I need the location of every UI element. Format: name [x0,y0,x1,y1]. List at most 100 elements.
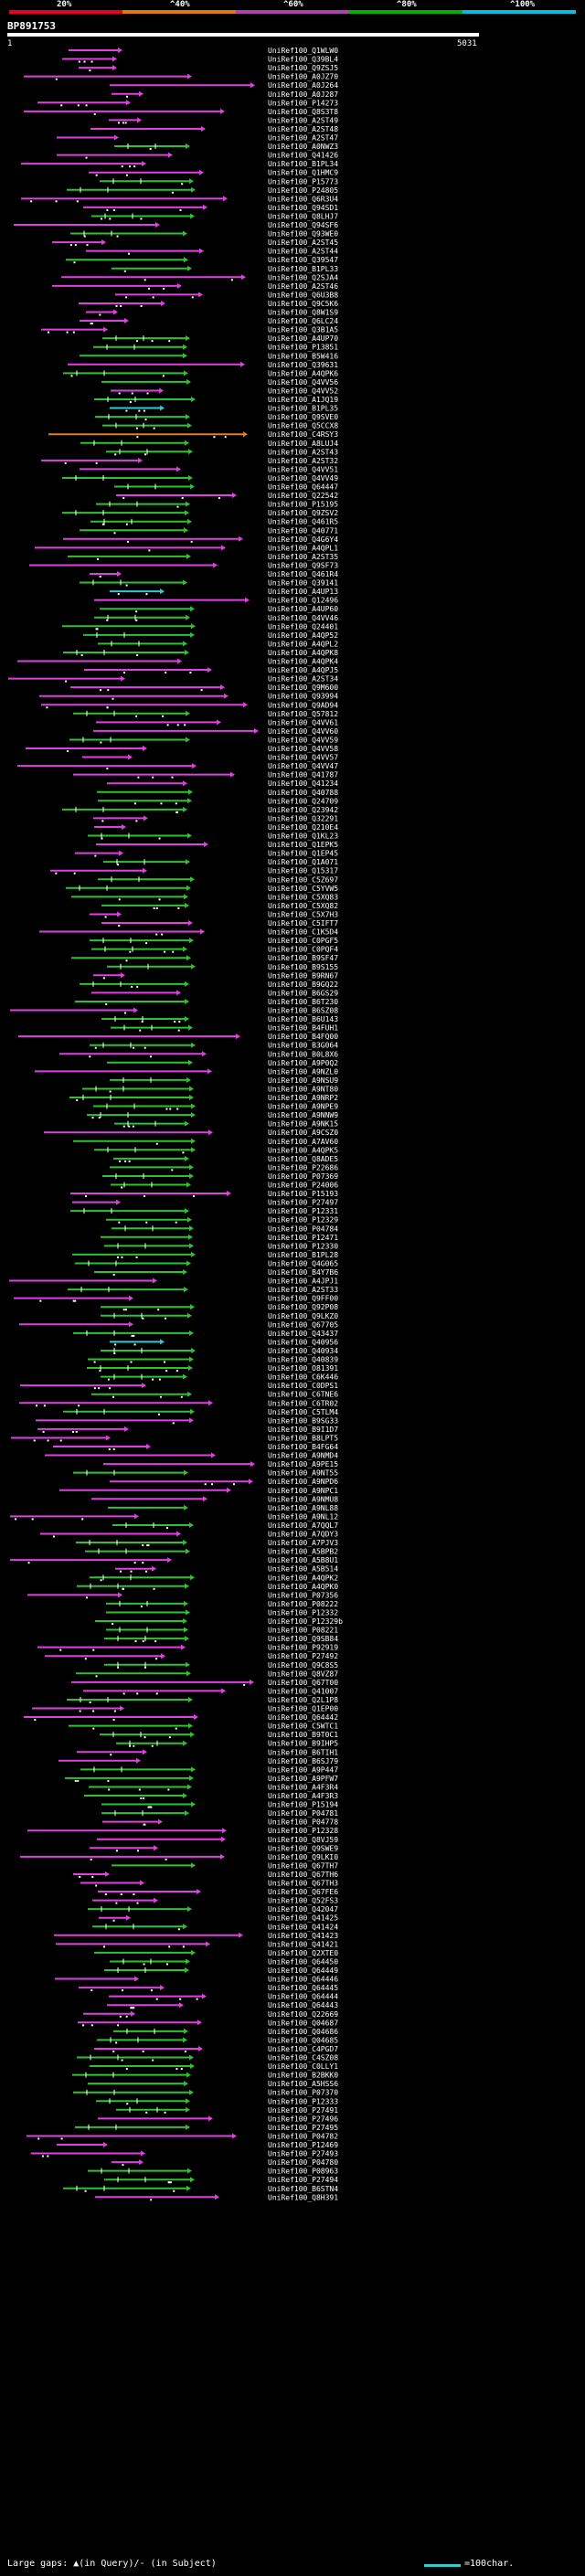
hit-label[interactable]: UniRef100_Q15317 [268,867,338,875]
hit-label[interactable]: UniRef100_Q52FS3 [268,1897,338,1905]
hit-row[interactable]: UniRef100_A2ST44 [86,248,338,256]
hit-row[interactable]: UniRef100_Q6LC24 [80,317,338,325]
hit-row[interactable]: UniRef100_A1JQ19 [94,396,338,404]
hit-label[interactable]: UniRef100_Q39141 [268,579,338,588]
hit-label[interactable]: UniRef100_A2ST32 [268,457,338,465]
hit-row[interactable]: UniRef100_P14273 [37,99,338,107]
hit-label[interactable]: UniRef100_Q3B1A5 [268,326,338,334]
hit-label[interactable]: UniRef100_A4QPK5 [268,1146,338,1154]
hit-label[interactable]: UniRef100_Q4VV56 [268,378,338,387]
hit-label[interactable]: UniRef100_B9RN67 [268,971,338,980]
hit-row[interactable]: UniRef100_P04781 [101,1809,338,1818]
hit-row[interactable]: UniRef100_Q4VV52 [111,387,338,395]
hit-row[interactable]: UniRef100_A9CSZ0 [44,1129,338,1137]
hit-row[interactable]: UniRef100_Q8H391 [95,2193,338,2201]
hit-label[interactable]: UniRef100_C1K5D4 [268,928,338,937]
hit-row[interactable]: UniRef100_Q9C8S5 [104,1661,338,1670]
hit-row[interactable]: UniRef100_Q94SD1 [83,204,338,212]
hit-label[interactable]: UniRef100_P12332 [268,1608,338,1617]
hit-row[interactable]: UniRef100_A4QPK2 [90,1574,338,1582]
hit-row[interactable]: UniRef100_Q2L1P8 [67,1696,338,1704]
hit-label[interactable]: UniRef100_A5B8U1 [268,1556,338,1564]
hit-label[interactable]: UniRef100_Q1EPK5 [268,841,338,849]
hit-row[interactable]: UniRef100_A9NSU9 [110,1076,338,1085]
hit-label[interactable]: UniRef100_C0PGF5 [268,937,338,945]
hit-row[interactable]: UniRef100_Q1EP00 [32,1705,338,1713]
hit-label[interactable]: UniRef100_B9SG33 [268,1416,338,1425]
hit-label[interactable]: UniRef100_Q24401 [268,622,338,631]
hit-label[interactable]: UniRef100_P27494 [268,2176,338,2184]
hit-label[interactable]: UniRef100_A9NPC1 [268,1487,338,1495]
hit-label[interactable]: UniRef100_B1PL34 [268,160,338,168]
hit-label[interactable]: UniRef100_Q6R3U4 [268,195,338,203]
hit-label[interactable]: UniRef100_B9S155 [268,963,338,971]
hit-row[interactable]: UniRef100_P12328 [27,1827,338,1835]
hit-label[interactable]: UniRef100_Q4VV46 [268,614,338,622]
hit-row[interactable]: UniRef100_B1PL35 [110,405,338,413]
hit-label[interactable]: UniRef100_P92919 [268,1644,338,1652]
hit-label[interactable]: UniRef100_Q64442 [268,1713,338,1722]
hit-row[interactable]: UniRef100_Q4VV49 [62,474,338,482]
hit-label[interactable]: UniRef100_Q41425 [268,1914,338,1923]
hit-label[interactable]: UniRef100_Q8W1S9 [268,309,338,317]
hit-label[interactable]: UniRef100_B6T230 [268,998,338,1006]
hit-row[interactable]: UniRef100_A7QQL7 [112,1521,338,1530]
hit-label[interactable]: UniRef100_Q92P08 [268,1303,338,1311]
hit-row[interactable]: UniRef100_A9NL12 [10,1512,338,1521]
hit-row[interactable]: UniRef100_Q40934 [101,1347,338,1355]
hit-row[interactable]: UniRef100_P27491 [116,2106,338,2115]
hit-row[interactable]: UniRef100_Q4VV58 [26,745,338,753]
hit-row[interactable]: UniRef100_B6T230 [75,998,338,1006]
hit-label[interactable]: UniRef100_B3G064 [268,1042,338,1050]
hit-label[interactable]: UniRef100_A4QPK4 [268,658,338,666]
hit-row[interactable]: UniRef100_Q04687 [78,2019,338,2027]
hit-row[interactable]: UniRef100_Q1WLW0 [69,47,338,55]
hit-label[interactable]: UniRef100_Q4VV49 [268,474,338,482]
hit-label[interactable]: UniRef100_Q32291 [268,814,338,822]
hit-row[interactable]: UniRef100_Q5CCX8 [102,422,338,430]
hit-label[interactable]: UniRef100_P27493 [268,2150,338,2158]
hit-row[interactable]: UniRef100_A4QPK8 [63,649,338,657]
hit-label[interactable]: UniRef100_A2ST49 [268,116,338,124]
hit-row[interactable]: UniRef100_Q64445 [79,1984,338,1992]
hit-label[interactable]: UniRef100_Q24709 [268,797,338,805]
hit-row[interactable]: UniRef100_P12330 [104,1242,338,1250]
hit-label[interactable]: UniRef100_C6TNE6 [268,1391,338,1399]
hit-row[interactable]: UniRef100_P12471 [101,1234,338,1242]
hit-row[interactable]: UniRef100_A9NMU8 [91,1495,338,1503]
hit-row[interactable]: UniRef100_A4UP70 [102,334,338,343]
hit-row[interactable]: UniRef100_B6SZ08 [10,1007,338,1015]
hit-row[interactable]: UniRef100_B0L8X6 [59,1050,338,1058]
hit-label[interactable]: UniRef100_A9PE15 [268,1460,338,1468]
hit-label[interactable]: UniRef100_O81391 [268,1364,338,1373]
hit-row[interactable]: UniRef100_P04784 [112,1224,338,1233]
hit-row[interactable]: UniRef100_P27493 [31,2150,338,2158]
hit-label[interactable]: UniRef100_A9NSU9 [268,1076,338,1085]
hit-row[interactable]: UniRef100_A7QDY3 [40,1531,338,1539]
hit-label[interactable]: UniRef100_C5Z697 [268,875,338,884]
hit-label[interactable]: UniRef100_A2ST35 [268,553,338,561]
hit-row[interactable]: UniRef100_P07370 [73,2089,338,2097]
hit-label[interactable]: UniRef100_Q94SD1 [268,204,338,212]
hit-row[interactable]: UniRef100_A9NPD6 [110,1478,338,1486]
hit-row[interactable]: UniRef100_A4F3R3 [84,1792,338,1800]
hit-label[interactable]: UniRef100_C5XQ82 [268,902,338,910]
hit-row[interactable]: UniRef100_A5BPB2 [85,1548,338,1556]
hit-row[interactable]: UniRef100_C6TNE6 [91,1391,338,1399]
hit-label[interactable]: UniRef100_Q1KL23 [268,832,338,841]
hit-label[interactable]: UniRef100_P15195 [268,501,338,509]
hit-row[interactable]: UniRef100_A5B8U1 [10,1556,338,1564]
hit-row[interactable]: UniRef100_Q9LKI0 [20,1853,338,1861]
hit-row[interactable]: UniRef100_Q39547 [66,256,338,264]
hit-row[interactable]: UniRef100_A9NMD4 [45,1452,338,1460]
hit-label[interactable]: UniRef100_Q4G6Y4 [268,535,338,544]
hit-row[interactable]: UniRef100_Q4VV56 [101,378,338,387]
hit-label[interactable]: UniRef100_Q4VV57 [268,754,338,762]
hit-row[interactable]: UniRef100_C5WTC1 [69,1723,338,1731]
hit-label[interactable]: UniRef100_P27492 [268,1652,338,1660]
hit-label[interactable]: UniRef100_P12330 [268,1242,338,1250]
hit-row[interactable]: UniRef100_A2ST33 [68,1286,338,1294]
hit-row[interactable]: UniRef100_C4RSY3 [48,430,338,439]
hit-row[interactable]: UniRef100_Q67TH3 [80,1880,338,1888]
hit-label[interactable]: UniRef100_A2ST45 [268,239,338,247]
